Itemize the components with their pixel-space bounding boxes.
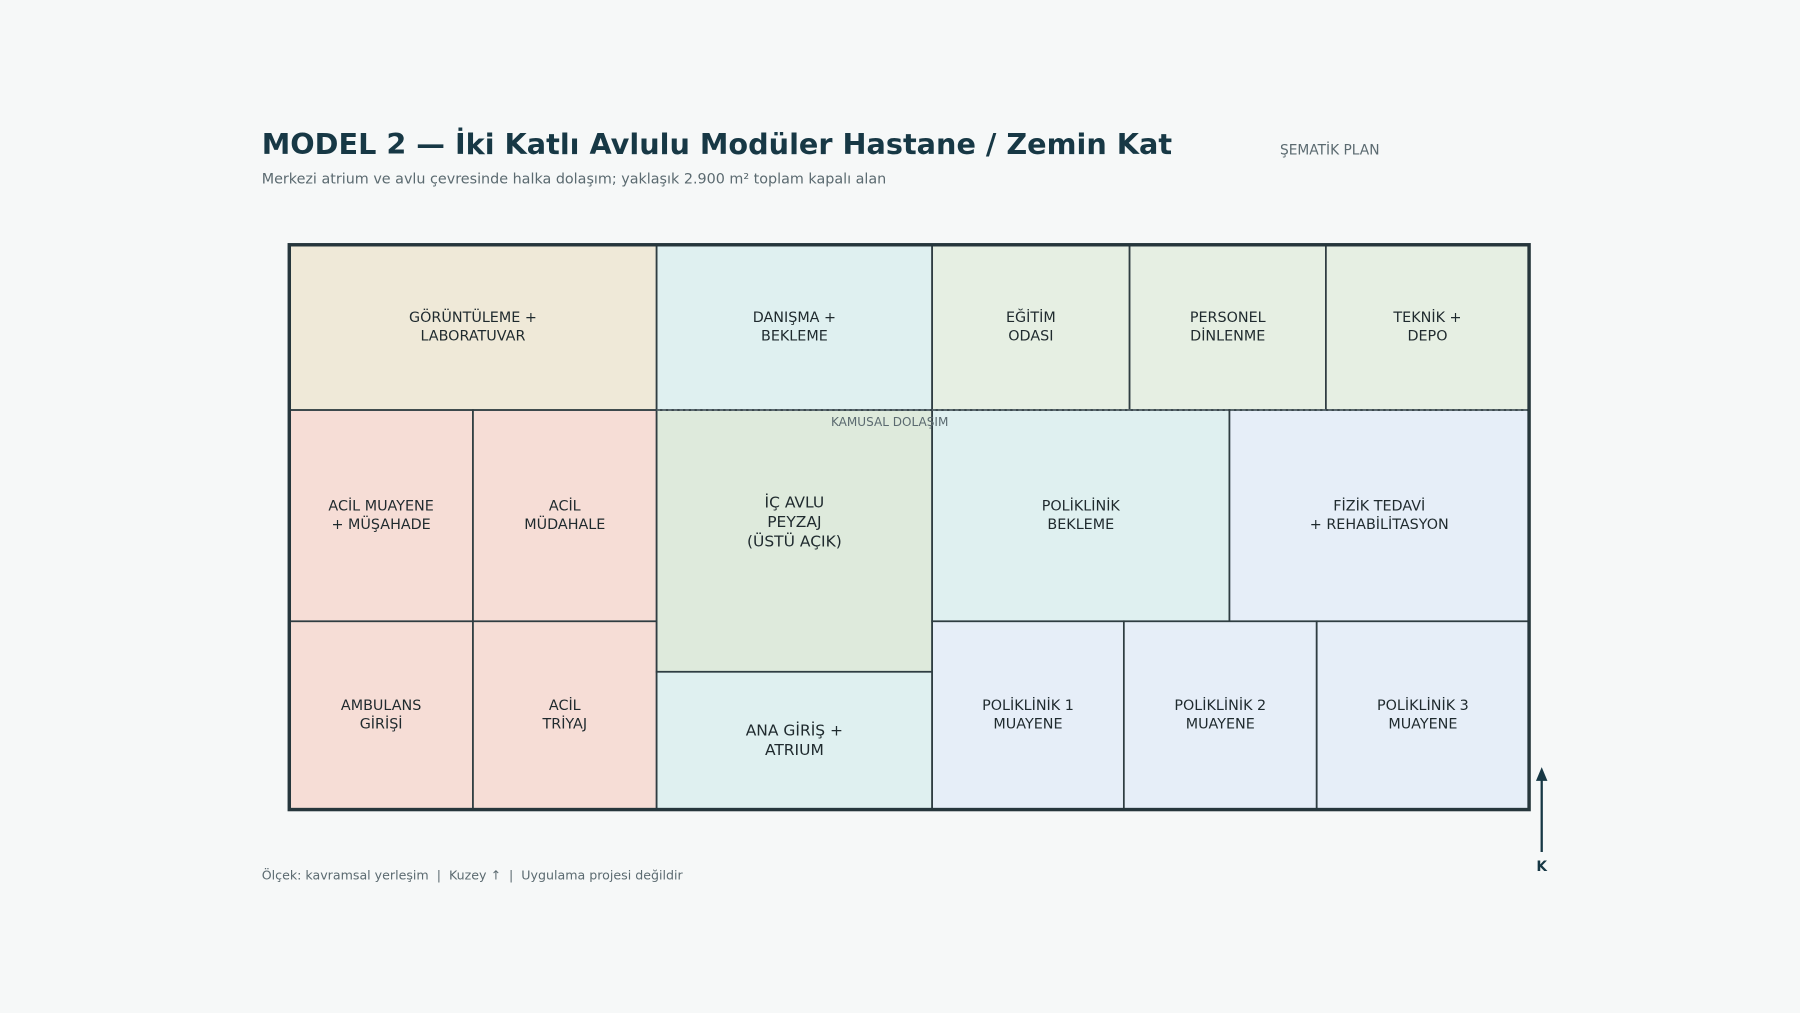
room-label: PERSONEL [1190, 310, 1266, 326]
room-label: MÜDAHALE [524, 515, 605, 533]
room-label: AMBULANS [341, 698, 421, 714]
room-label: İÇ AVLU [765, 493, 825, 512]
room-label: GÖRÜNTÜLEME + [409, 308, 537, 326]
room-label: MUAYENE [1388, 717, 1457, 733]
room [1228, 409, 1530, 623]
room [931, 409, 1231, 623]
room-label: (ÜSTÜ AÇIK) [747, 532, 842, 551]
room-label: MUAYENE [993, 717, 1062, 733]
tag: ŞEMATİK PLAN [1280, 141, 1380, 159]
room-label: ODASI [1008, 329, 1053, 345]
room [1122, 620, 1318, 811]
room [472, 409, 658, 623]
room-label: POLİKLİNİK [1042, 497, 1121, 515]
room-label: POLİKLİNİK 2 [1174, 696, 1266, 714]
room-label: EĞİTİM [1006, 308, 1056, 326]
title: MODEL 2 — İki Katlı Avlulu Modüler Hasta… [262, 127, 1173, 161]
room [1315, 620, 1530, 811]
rooms: GÖRÜNTÜLEME + LABORATUVAR DANIŞMA + BEKLEME… [288, 243, 1530, 811]
room [655, 409, 934, 673]
room-label: + REHABİLİTASYON [1310, 515, 1449, 533]
room-label: BEKLEME [761, 329, 828, 345]
room-label: BEKLEME [1047, 517, 1114, 533]
room-label: ACİL [549, 497, 581, 515]
room [1128, 243, 1327, 411]
room [931, 620, 1125, 811]
room-label: POLİKLİNİK 3 [1377, 696, 1469, 714]
room [655, 243, 934, 411]
room-label: + MÜŞAHADE [332, 515, 431, 533]
room-label: ACİL [549, 696, 581, 714]
room [1325, 243, 1530, 411]
subtitle: Merkezi atrium ve avlu çevresinde halka … [262, 171, 887, 187]
room [288, 409, 474, 623]
north-label: K [1536, 859, 1548, 875]
room-label: TRİYAJ [541, 715, 587, 733]
room-label: FİZİK TEDAVİ [1333, 497, 1425, 515]
room-label: GİRİŞİ [360, 715, 403, 733]
circulation-label: KAMUSAL DOLAŞIM [831, 415, 948, 429]
room-label: PEYZAJ [767, 513, 821, 531]
room [472, 620, 658, 811]
room-label: DEPO [1407, 329, 1447, 345]
room-label: TEKNİK + [1392, 308, 1461, 326]
room-label: DİNLENME [1190, 327, 1265, 345]
room-label: MUAYENE [1186, 717, 1255, 733]
room-label: ATRIUM [765, 741, 824, 759]
room-label: ACİL MUAYENE [328, 497, 433, 515]
room-label: ANA GİRİŞ + [746, 720, 843, 739]
room [655, 670, 934, 811]
room [288, 620, 474, 811]
north-arrow-head [1535, 767, 1548, 781]
outer-wall [287, 243, 1531, 812]
room-label: DANIŞMA + [753, 310, 836, 326]
room-label: LABORATUVAR [420, 329, 525, 345]
room-label: POLİKLİNİK 1 [982, 696, 1074, 714]
room [931, 243, 1131, 411]
room [288, 243, 658, 411]
footer: Ölçek: kavramsal yerleşim | Kuzey ↑ | Uy… [262, 867, 684, 883]
